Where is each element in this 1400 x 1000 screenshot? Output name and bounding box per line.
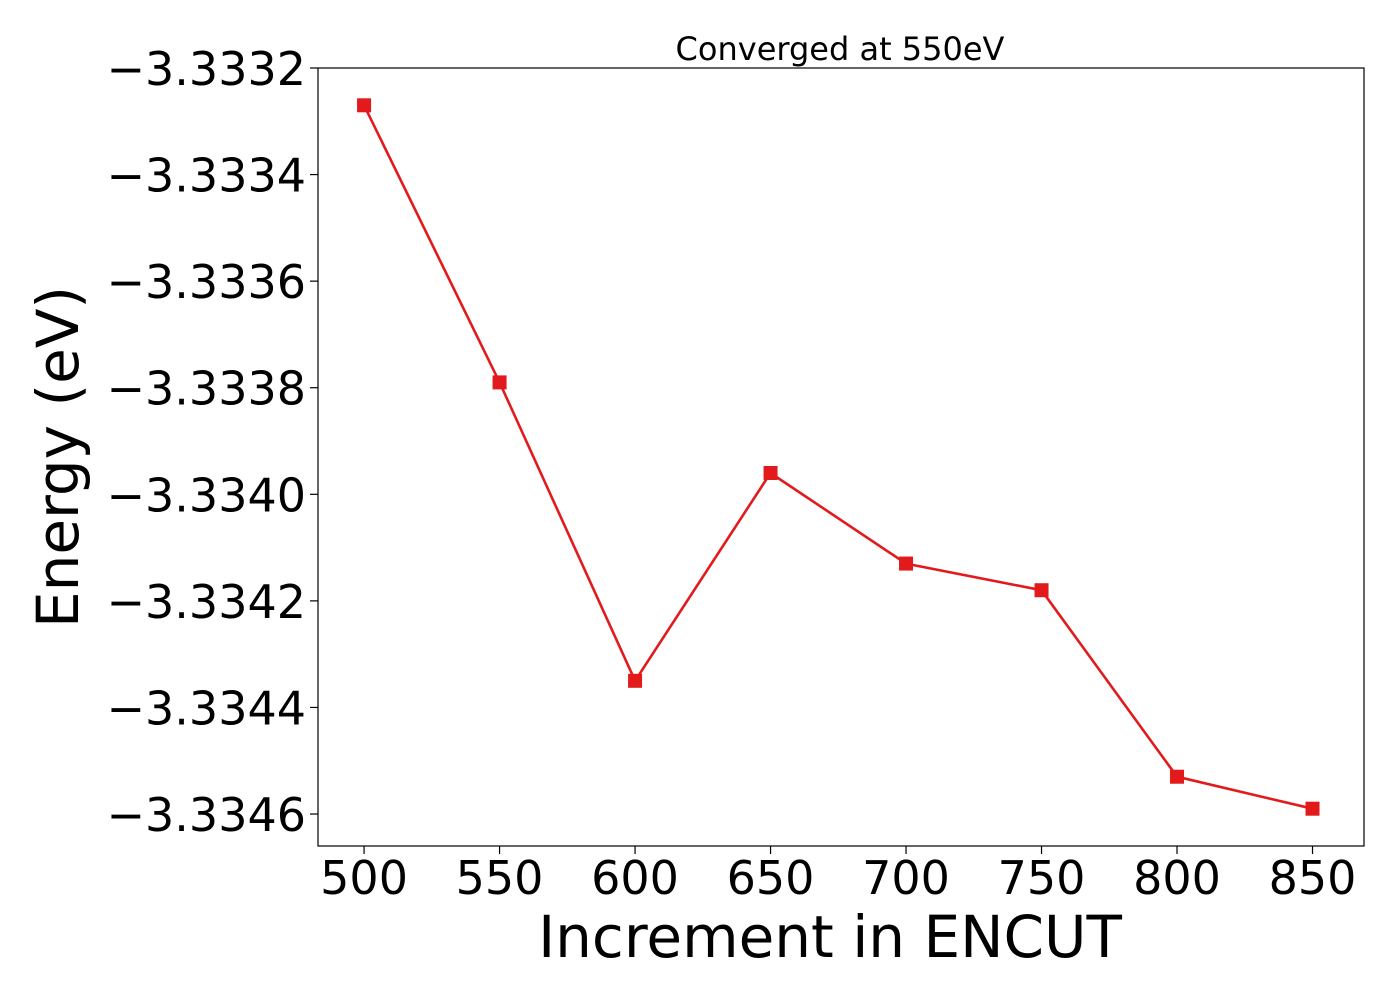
series-line xyxy=(362,104,1313,810)
y-tick-label: −3.3344 xyxy=(107,681,307,735)
y-axis: −3.3332 −3.3334 −3.3336 −3.3338 −3.3340 −3.33… xyxy=(107,42,318,842)
data-point-marker xyxy=(1170,769,1185,784)
x-tick-label: 650 xyxy=(727,851,815,905)
data-point-marker xyxy=(899,556,914,571)
data-point-marker xyxy=(492,375,507,390)
y-tick-label: −3.3338 xyxy=(107,362,307,416)
data-point-marker xyxy=(357,98,372,113)
chart-title: Converged at 550eV xyxy=(676,30,1005,68)
x-tick-label: 700 xyxy=(862,851,950,905)
data-point-marker xyxy=(1305,801,1320,816)
data-point-marker xyxy=(628,673,643,688)
x-tick-label: 750 xyxy=(998,851,1086,905)
x-tick-label: 600 xyxy=(591,851,679,905)
y-axis-title: Energy (eV) xyxy=(24,286,92,628)
x-tick-label: 550 xyxy=(456,851,544,905)
x-tick-label: 800 xyxy=(1133,851,1221,905)
y-tick-label: −3.3342 xyxy=(107,575,307,629)
y-tick-label: −3.3334 xyxy=(107,149,307,203)
plot-area: 500 550 600 650 700 750 800 850 −3.3332−3.3334−… xyxy=(107,42,1365,905)
x-axis-title: Increment in ENCUT xyxy=(538,903,1122,971)
x-tick-label: 500 xyxy=(320,851,408,905)
x-axis: 500 550 600 650 700 750 800 850 xyxy=(320,846,1356,905)
y-tick-label: −3.3346 xyxy=(107,788,307,842)
y-tick-label: −3.3336 xyxy=(107,255,307,309)
x-tick-label: 850 xyxy=(1269,851,1357,905)
y-tick-label: −3.3340 xyxy=(107,468,307,522)
plot-frame xyxy=(317,67,1365,847)
y-tick-label: −3.3332 xyxy=(107,42,307,96)
data-point-marker xyxy=(1034,583,1049,598)
series-group xyxy=(357,98,1320,816)
data-point-marker xyxy=(763,465,778,480)
